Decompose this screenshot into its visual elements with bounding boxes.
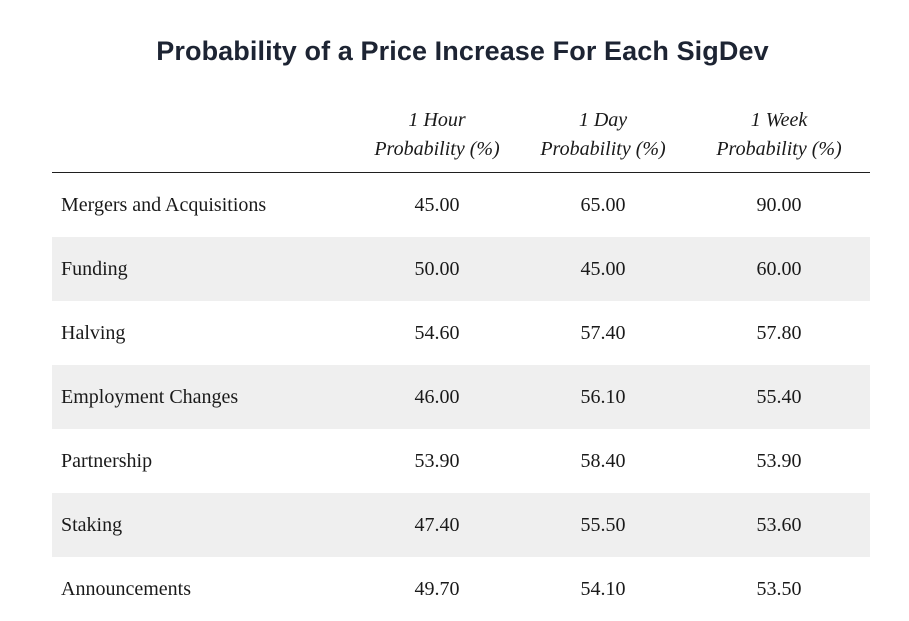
cell-1-week: 57.80 — [756, 322, 802, 344]
cell-1-hour: 54.60 — [414, 322, 460, 344]
table-row: Funding 50.00 45.00 60.00 — [52, 237, 870, 301]
cell-1-hour: 45.00 — [414, 194, 460, 216]
cell-1-week: 53.90 — [756, 450, 802, 472]
column-header-1-week: 1 Week Probability (%) — [689, 106, 869, 164]
cell-1-hour: 50.00 — [414, 258, 460, 280]
cell-1-week: 55.40 — [756, 386, 802, 408]
column-header-line2: Probability (%) — [540, 138, 666, 160]
row-label: Funding — [61, 258, 128, 280]
table-row: Employment Changes 46.00 56.10 55.40 — [52, 365, 870, 429]
column-header-1-day: 1 Day Probability (%) — [513, 106, 693, 164]
table-row: Staking 47.40 55.50 53.60 — [52, 493, 870, 557]
cell-1-hour: 53.90 — [414, 450, 460, 472]
row-label: Announcements — [61, 578, 191, 600]
probability-table: 1 Hour Probability (%) 1 Day Probability… — [52, 100, 870, 621]
row-label: Partnership — [61, 450, 153, 472]
column-header-line1: 1 Week — [750, 109, 808, 131]
column-header-line2: Probability (%) — [716, 138, 842, 160]
cell-1-day: 65.00 — [580, 194, 626, 216]
table-row: Partnership 53.90 58.40 53.90 — [52, 429, 870, 493]
cell-1-day: 56.10 — [580, 386, 626, 408]
cell-1-day: 58.40 — [580, 450, 626, 472]
table-row: Mergers and Acquisitions 45.00 65.00 90.… — [52, 173, 870, 237]
column-header-1-hour: 1 Hour Probability (%) — [347, 106, 527, 164]
page-title: Probability of a Price Increase For Each… — [156, 36, 769, 66]
row-label: Employment Changes — [61, 386, 239, 408]
cell-1-day: 57.40 — [580, 322, 626, 344]
cell-1-day: 54.10 — [580, 578, 626, 600]
table-row: Announcements 49.70 54.10 53.50 — [52, 557, 870, 621]
column-header-line2: Probability (%) — [374, 138, 500, 160]
cell-1-day: 55.50 — [580, 514, 626, 536]
row-label: Staking — [61, 514, 123, 536]
cell-1-hour: 47.40 — [414, 514, 460, 536]
cell-1-week: 53.60 — [756, 514, 802, 536]
cell-1-hour: 46.00 — [414, 386, 460, 408]
cell-1-day: 45.00 — [580, 258, 626, 280]
column-header-line1: 1 Hour — [408, 109, 466, 131]
cell-1-week: 90.00 — [756, 194, 802, 216]
row-label: Mergers and Acquisitions — [61, 194, 267, 216]
cell-1-hour: 49.70 — [414, 578, 460, 600]
cell-1-week: 53.50 — [756, 578, 802, 600]
column-header-line1: 1 Day — [578, 109, 628, 131]
table-header: 1 Hour Probability (%) 1 Day Probability… — [52, 100, 870, 173]
table-row: Halving 54.60 57.40 57.80 — [52, 301, 870, 365]
cell-1-week: 60.00 — [756, 258, 802, 280]
row-label: Halving — [61, 322, 126, 344]
